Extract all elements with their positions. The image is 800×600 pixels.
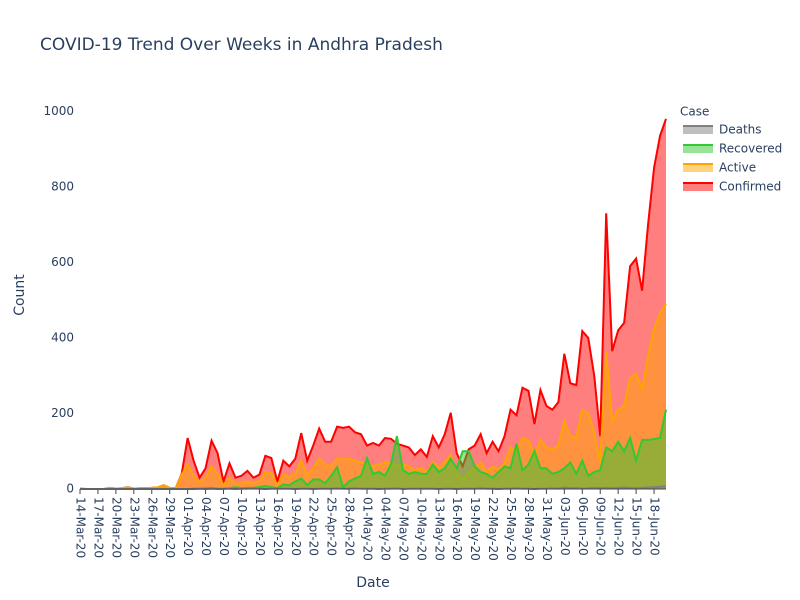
x-tick-label: 20-Mar-20 bbox=[109, 497, 123, 558]
x-tick-label: 13-May-20 bbox=[432, 497, 446, 561]
x-tick-label: 10-May-20 bbox=[414, 497, 428, 561]
x-tick-label: 28-Apr-20 bbox=[343, 497, 357, 556]
x-tick-label: 04-Apr-20 bbox=[199, 497, 213, 556]
x-tick-label: 18-Jun-20 bbox=[648, 497, 662, 556]
y-tick-label: 0 bbox=[66, 482, 74, 496]
legend-swatch bbox=[683, 145, 713, 153]
y-tick-label: 400 bbox=[51, 330, 74, 344]
y-tick-label: 800 bbox=[51, 179, 74, 193]
x-tick-label: 06-Jun-20 bbox=[576, 497, 590, 556]
x-tick-label: 26-Mar-20 bbox=[145, 497, 159, 558]
x-tick-label: 22-May-20 bbox=[486, 497, 500, 561]
x-tick-label: 01-May-20 bbox=[361, 497, 375, 561]
legend-swatch bbox=[683, 164, 713, 172]
legend-swatch bbox=[683, 126, 713, 134]
x-tick-label: 07-May-20 bbox=[396, 497, 410, 561]
x-tick-label: 16-May-20 bbox=[450, 497, 464, 561]
x-tick-label: 19-May-20 bbox=[468, 497, 482, 561]
x-tick-label: 01-Apr-20 bbox=[181, 497, 195, 556]
x-tick-label: 23-Mar-20 bbox=[127, 497, 141, 558]
x-tick-label: 13-Apr-20 bbox=[253, 497, 267, 556]
x-tick-label: 10-Apr-20 bbox=[235, 497, 249, 556]
x-tick-label: 31-May-20 bbox=[540, 497, 554, 561]
area-fill bbox=[80, 409, 666, 489]
legend-label: Confirmed bbox=[719, 180, 781, 194]
x-tick-label: 29-Mar-20 bbox=[163, 497, 177, 558]
legend-title: Case bbox=[680, 105, 709, 119]
x-tick-label: 04-May-20 bbox=[378, 497, 392, 561]
x-tick-label: 17-Mar-20 bbox=[91, 497, 105, 558]
x-tick-label: 25-Apr-20 bbox=[325, 497, 339, 556]
x-tick-label: 25-May-20 bbox=[504, 497, 518, 561]
x-tick-label: 07-Apr-20 bbox=[217, 497, 231, 556]
area-line bbox=[79, 303, 667, 490]
x-tick-label: 28-May-20 bbox=[522, 497, 536, 561]
x-tick-label: 16-Apr-20 bbox=[271, 497, 285, 556]
legend-label: Recovered bbox=[719, 142, 782, 156]
y-tick-label: 600 bbox=[51, 255, 74, 269]
legend-label: Deaths bbox=[719, 123, 762, 137]
x-tick-label: 09-Jun-20 bbox=[594, 497, 608, 556]
y-tick-label: 200 bbox=[51, 406, 74, 420]
y-axis-title: Count bbox=[12, 274, 28, 316]
x-axis-title: Date bbox=[356, 575, 389, 591]
x-tick-label: 14-Mar-20 bbox=[74, 497, 88, 558]
legend-swatch bbox=[683, 183, 713, 191]
legend-label: Active bbox=[719, 161, 756, 175]
chart-title: COVID-19 Trend Over Weeks in Andhra Prad… bbox=[40, 35, 443, 55]
x-tick-label: 12-Jun-20 bbox=[612, 497, 626, 556]
y-tick-label: 1000 bbox=[43, 104, 74, 118]
x-tick-label: 15-Jun-20 bbox=[630, 497, 644, 556]
x-tick-label: 19-Apr-20 bbox=[289, 497, 303, 556]
x-tick-label: 03-Jun-20 bbox=[558, 497, 572, 556]
x-tick-label: 22-Apr-20 bbox=[307, 497, 321, 556]
